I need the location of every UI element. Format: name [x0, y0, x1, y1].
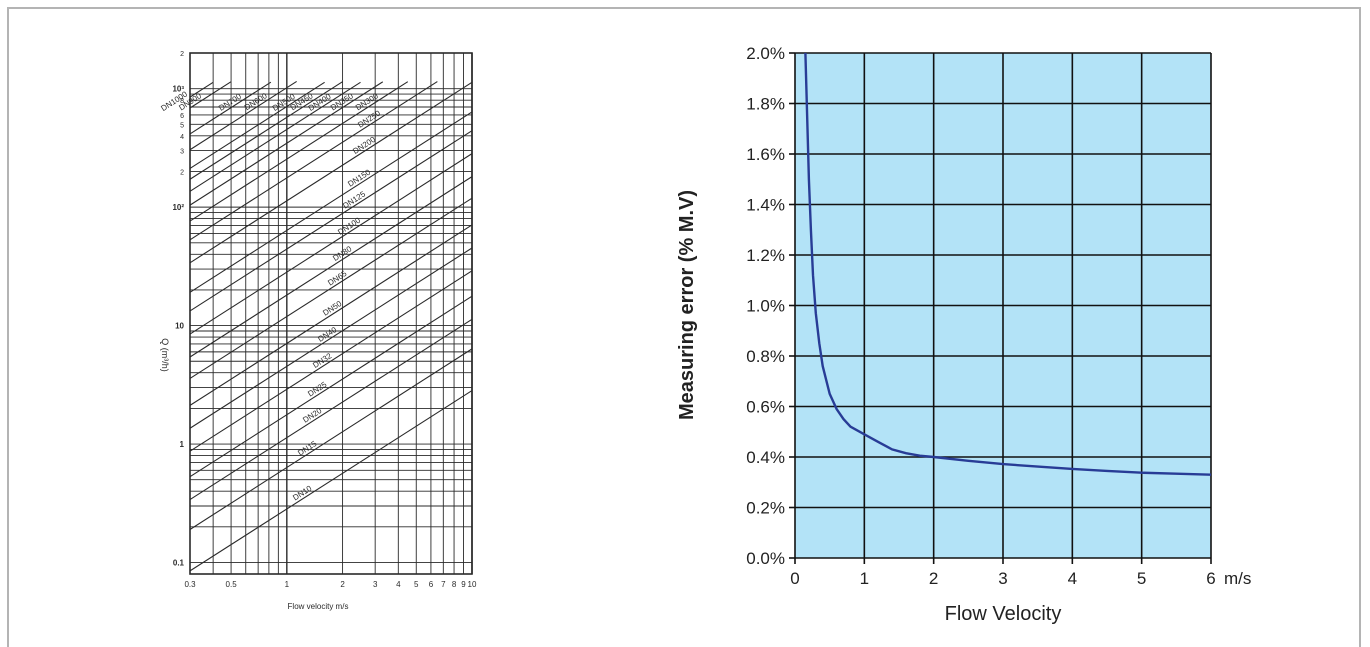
error-x-tick-label: 6: [1206, 569, 1215, 588]
nomogram-x-axis-label: Flow velocity m/s: [288, 602, 349, 611]
nomogram-dn-lines: [189, 81, 473, 572]
nomogram-label-dn15: DN15: [296, 439, 319, 458]
nomogram-line-dn350: [189, 81, 384, 206]
nomogram-x-tick-label: 6: [429, 580, 434, 589]
nomogram-line-dn200: [189, 81, 473, 264]
nomogram-y-minor-label: 2: [180, 51, 184, 58]
nomogram-x-tick-label: 0.3: [184, 580, 196, 589]
nomogram-x-tick-label: 8: [452, 580, 457, 589]
error-y-tick-label: 0.6%: [746, 398, 785, 417]
nomogram-label-dn65: DN65: [326, 269, 349, 288]
nomogram-line-dn15: [189, 348, 473, 530]
nomogram-x-tick-label: 3: [373, 580, 378, 589]
error-y-tick-label: 0.4%: [746, 448, 785, 467]
error-y-tick-label: 2.0%: [746, 44, 785, 63]
nomogram-y-minor-label: 6: [180, 113, 184, 120]
error-y-tick-label: 0.0%: [746, 549, 785, 568]
nomogram-y-decade-label: 10: [175, 322, 184, 331]
nomogram-y-decade-label: 1: [180, 440, 185, 449]
nomogram-line-dn700: [189, 81, 272, 135]
nomogram-grid: [189, 52, 473, 575]
nomogram-line-dn80: [189, 176, 473, 358]
nomogram-line-dn150: [189, 111, 473, 293]
error-y-tick-label: 1.4%: [746, 196, 785, 215]
page-frame: [7, 7, 1361, 647]
nomogram-y-minor-label: 4: [180, 134, 184, 141]
nomogram-y-axis-label: Q (m³/h): [160, 338, 170, 372]
nomogram-y-decade-label: 10³: [172, 85, 184, 94]
nomogram-line-dn25: [189, 295, 473, 478]
error-x-tick-label: 2: [929, 569, 938, 588]
nomogram-line-dn500: [189, 81, 325, 169]
error-x-unit-label: m/s: [1224, 569, 1251, 588]
error-y-tick-label: 0.8%: [746, 347, 785, 366]
error-x-tick-label: 1: [860, 569, 869, 588]
nomogram-line-dn10: [189, 390, 473, 572]
error-y-tick-label: 1.0%: [746, 297, 785, 316]
error-x-tick-label: 5: [1137, 569, 1146, 588]
nomogram-line-dn250: [189, 81, 438, 241]
nomogram-y-minor-label: 5: [180, 122, 184, 129]
nomogram-x-tick-label: 4: [396, 580, 401, 589]
error-x-tick-labels: 0 1 2 3 4 5 6: [790, 569, 1215, 588]
nomogram-x-tick-label: 10: [468, 580, 477, 589]
nomogram-line-dn100: [189, 153, 473, 335]
error-y-tick-label: 1.8%: [746, 95, 785, 114]
nomogram-y-minor-label: 2: [180, 169, 184, 176]
nomogram-dn-labels: DN10DN15DN20DN25DN32DN40DN50DN65DN80DN10…: [159, 89, 382, 502]
nomogram-line-dn400: [189, 81, 361, 192]
nomogram-y-decade-label: 10²: [172, 203, 184, 212]
error-x-tick-label: 3: [998, 569, 1007, 588]
nomogram-x-tick-label: 1: [285, 580, 290, 589]
error-x-axis-label: Flow Velocity: [945, 603, 1062, 625]
nomogram-line-dn20: [189, 318, 473, 501]
nomogram-y-decade-label: 0.1: [173, 559, 185, 568]
nomogram-x-tick-label: 9: [461, 580, 466, 589]
nomogram-line-dn1000: [189, 81, 214, 98]
nomogram-y-minor-label: 8: [180, 98, 184, 105]
error-y-tick-label: 1.2%: [746, 246, 785, 265]
error-y-tick-label: 0.2%: [746, 499, 785, 518]
nomogram-line-dn600: [189, 81, 297, 151]
nomogram-line-dn450: [189, 81, 343, 180]
nomogram-line-dn300: [189, 81, 409, 222]
error-y-tick-labels: 0.0% 0.2% 0.4% 0.6% 0.8% 1.0% 1.2% 1.4% 1.6% 1.8%…: [746, 44, 785, 568]
nomogram-line-dn32: [189, 270, 473, 452]
nomogram-line-dn40: [189, 247, 473, 429]
nomogram-line-dn125: [189, 130, 473, 312]
nomogram-line-dn50: [189, 224, 473, 406]
error-x-tick-label: 4: [1068, 569, 1077, 588]
nomogram-line-dn65: [189, 197, 473, 379]
error-y-axis-label: Measuring error (% M.V): [676, 190, 698, 420]
nomogram-x-tick-label: 0.5: [226, 580, 238, 589]
error-curve: [804, 52, 1212, 476]
error-y-tick-label: 1.6%: [746, 145, 785, 164]
nomogram-x-tick-label: 7: [441, 580, 446, 589]
nomogram-y-minor-label: 3: [180, 149, 184, 156]
nomogram-x-tick-label: 2: [340, 580, 345, 589]
nomogram-x-tick-label: 5: [414, 580, 419, 589]
flow-nomogram-chart: DN10DN15DN20DN25DN32DN40DN50DN65DN80DN10…: [159, 51, 477, 611]
error-x-tick-label: 0: [790, 569, 799, 588]
measuring-error-chart: 0.0% 0.2% 0.4% 0.6% 0.8% 1.0% 1.2% 1.4% 1.6% 1.8%…: [676, 44, 1251, 625]
nomogram-line-dn900: [189, 81, 232, 109]
